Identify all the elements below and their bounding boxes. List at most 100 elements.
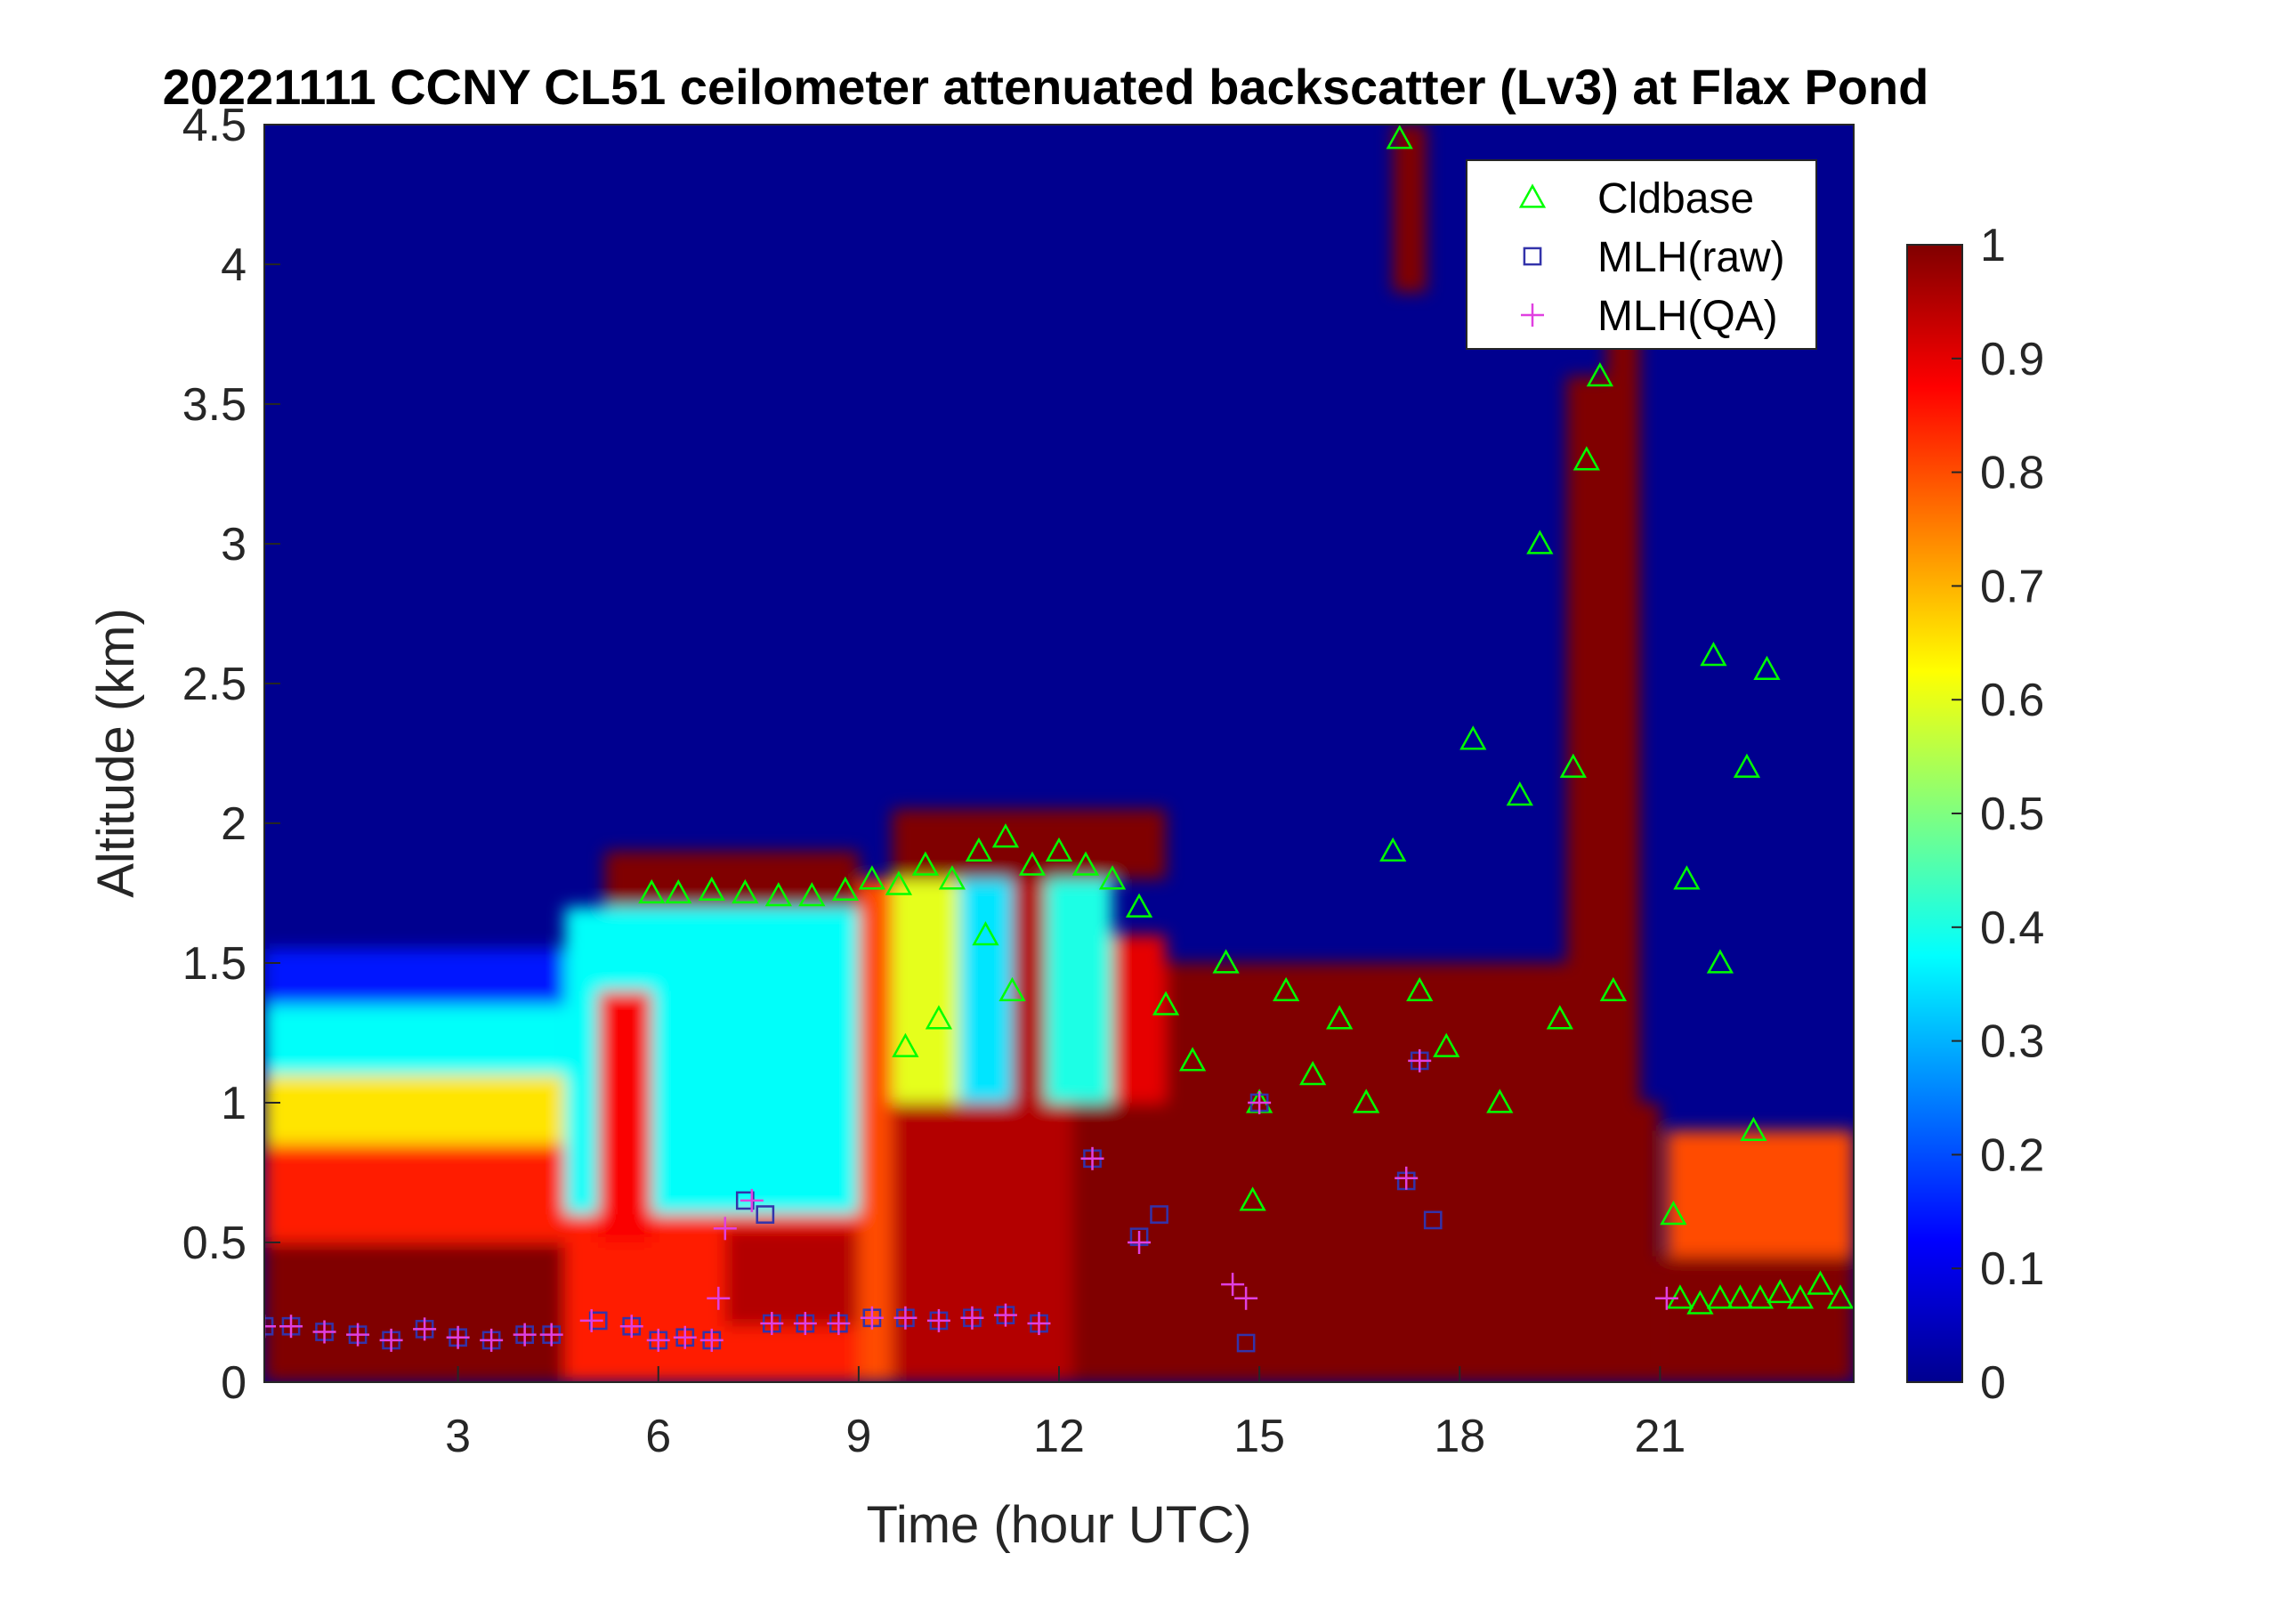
mlh-qa-marker bbox=[673, 1325, 697, 1349]
x-tick-label: 21 bbox=[1634, 1411, 1686, 1462]
colorbar-tick-label: 0.5 bbox=[1980, 789, 2044, 840]
x-tick-label: 6 bbox=[645, 1411, 671, 1462]
mlh-qa-marker bbox=[893, 1306, 918, 1330]
heatmap-cell bbox=[892, 1103, 1073, 1382]
colorbar-ticks: 0 0.1 0.2 0.3 0.4 0.5 0.6 0.7 0.8 0.9 1 bbox=[1952, 220, 2044, 1409]
mlh-qa-marker bbox=[713, 1217, 737, 1241]
heatmap-cell bbox=[1072, 1103, 1647, 1382]
y-tick-label: 0.5 bbox=[182, 1218, 247, 1269]
cldbase-marker bbox=[1586, 362, 1613, 387]
cldbase-marker bbox=[965, 837, 993, 862]
mlh-qa-marker bbox=[1080, 1146, 1104, 1170]
cldbase-marker bbox=[638, 878, 666, 904]
colorbar: 0 0.1 0.2 0.3 0.4 0.5 0.6 0.7 0.8 0.9 1 bbox=[1906, 220, 2044, 1409]
cldbase-marker bbox=[925, 1005, 953, 1030]
y-axis-label: Altitude (km) bbox=[87, 608, 145, 898]
y-tick-label: 1 bbox=[221, 1078, 247, 1129]
legend-label: Cldbase bbox=[1597, 175, 1754, 222]
mlh-qa-marker bbox=[740, 1188, 764, 1212]
y-tick-label: 3.5 bbox=[182, 379, 247, 431]
cldbase-marker bbox=[732, 878, 759, 904]
cldbase-marker bbox=[1686, 1290, 1714, 1315]
cldbase-marker bbox=[1433, 1032, 1460, 1057]
cldbase-marker bbox=[831, 876, 859, 902]
cldbase-marker bbox=[972, 921, 999, 946]
heatmap-cell bbox=[858, 878, 893, 1382]
x-tick-label: 3 bbox=[445, 1411, 471, 1462]
cldbase-marker bbox=[698, 876, 725, 902]
heatmap-cell bbox=[1666, 1130, 1854, 1257]
x-tick-label: 12 bbox=[1033, 1411, 1085, 1462]
cldbase-marker bbox=[1766, 1278, 1794, 1304]
mlh-qa-marker bbox=[279, 1315, 303, 1339]
heatmap-cell bbox=[1393, 125, 1427, 293]
cldbase-marker bbox=[1506, 781, 1533, 806]
colorbar-tick-label: 0.4 bbox=[1980, 902, 2044, 954]
cldbase-marker bbox=[991, 823, 1020, 848]
cldbase-marker bbox=[1706, 949, 1734, 974]
mlh-raw-marker bbox=[1423, 1210, 1443, 1230]
mlh-qa-marker bbox=[480, 1328, 504, 1352]
legend-label: MLH(QA) bbox=[1597, 293, 1778, 340]
mlh-qa-marker bbox=[646, 1328, 670, 1352]
x-tick-label: 15 bbox=[1233, 1411, 1285, 1462]
mlh-qa-marker bbox=[1395, 1166, 1419, 1190]
mlh-qa-marker bbox=[827, 1312, 851, 1336]
cldbase-marker bbox=[938, 865, 966, 890]
mlh-qa-marker bbox=[926, 1308, 950, 1332]
mlh-qa-marker bbox=[699, 1328, 724, 1352]
cldbase-marker bbox=[1706, 1284, 1734, 1309]
cldbase-marker bbox=[998, 976, 1026, 1002]
heatmap-cell bbox=[1045, 878, 1113, 1103]
cldbase-marker bbox=[1807, 1270, 1834, 1295]
heatmap-cell bbox=[1566, 376, 1640, 1382]
cldbase-marker bbox=[1018, 851, 1047, 876]
cldbase-marker bbox=[665, 878, 692, 904]
cldbase-marker bbox=[1546, 1005, 1573, 1030]
mlh-qa-marker bbox=[960, 1306, 984, 1330]
heatmap-cell bbox=[264, 1074, 565, 1145]
cldbase-marker bbox=[1045, 837, 1073, 862]
cldbase-marker bbox=[911, 851, 940, 876]
colorbar-tick-label: 0.9 bbox=[1980, 334, 2044, 385]
cldbase-marker bbox=[1178, 1047, 1207, 1072]
heatmap-cell bbox=[264, 1145, 565, 1242]
cldbase-marker bbox=[1459, 725, 1487, 750]
mlh-raw-marker bbox=[1150, 1205, 1168, 1224]
cldbase-marker bbox=[1572, 446, 1600, 471]
heatmap-layers bbox=[264, 125, 1854, 1382]
mlh-qa-marker bbox=[1027, 1312, 1051, 1336]
y-tick-label: 1.5 bbox=[182, 938, 247, 990]
mlh-qa-marker bbox=[707, 1286, 731, 1310]
heatmap-cell bbox=[264, 949, 565, 1006]
colorbar-tick-label: 0.8 bbox=[1980, 448, 2044, 499]
mlh-qa-marker bbox=[793, 1312, 817, 1336]
colorbar-tick-label: 0.3 bbox=[1980, 1016, 2044, 1068]
cldbase-marker bbox=[1666, 1284, 1694, 1309]
cldbase-marker bbox=[1326, 1005, 1354, 1030]
mlh-qa-marker bbox=[346, 1323, 370, 1347]
cldbase-marker bbox=[1726, 1284, 1754, 1309]
cldbase-marker bbox=[1700, 642, 1727, 667]
cldbase-marker bbox=[1660, 1201, 1687, 1226]
colorbar-tick-label: 0.6 bbox=[1980, 675, 2044, 726]
heatmap-cell bbox=[892, 809, 1167, 879]
cldbase-marker bbox=[1212, 949, 1240, 974]
heatmap-cell bbox=[598, 991, 652, 1242]
heatmap-cell bbox=[1660, 1256, 1854, 1382]
cldbase-marker bbox=[1746, 1284, 1775, 1309]
cldbase-marker bbox=[1599, 976, 1627, 1002]
cldbase-marker bbox=[858, 865, 886, 890]
cldbase-marker bbox=[1740, 1116, 1767, 1142]
x-axis-label: Time (hour UTC) bbox=[867, 1496, 1252, 1554]
cldbase-marker bbox=[1786, 1284, 1815, 1309]
mlh-qa-marker bbox=[1408, 1048, 1432, 1072]
legend: Cldbase MLH(raw) MLH(QA) bbox=[1466, 159, 1817, 350]
cldbase-marker bbox=[1353, 1088, 1380, 1113]
mlh-qa-marker bbox=[1248, 1091, 1272, 1114]
cldbase-marker bbox=[1386, 125, 1413, 150]
cldbase-marker bbox=[1826, 1284, 1854, 1309]
mlh-qa-marker bbox=[1128, 1231, 1152, 1254]
mlh-qa-marker bbox=[446, 1325, 470, 1349]
